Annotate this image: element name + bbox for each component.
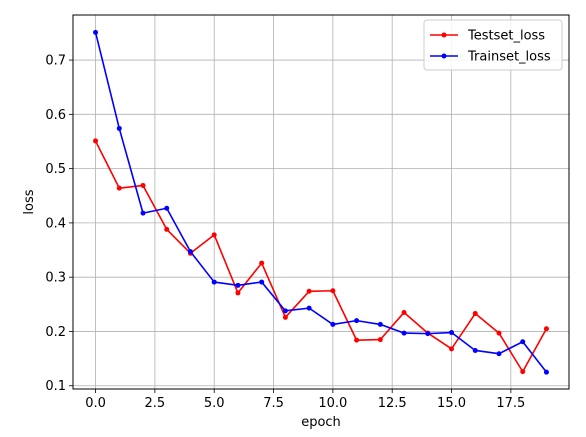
data-point-testset-loss [164,226,170,232]
data-point-testset-loss [211,232,217,238]
data-point-testset-loss [116,185,122,191]
series-layer [93,29,549,375]
data-point-testset-loss [543,326,549,332]
data-point-trainset-loss [354,318,360,324]
x-tick-label: 0.0 [85,396,106,411]
y-tick-label: 0.2 [45,325,66,340]
data-point-trainset-loss [116,125,122,131]
y-tick-label: 0.1 [45,379,66,394]
data-point-trainset-loss [306,305,312,311]
x-tick-label: 2.5 [145,396,166,411]
data-point-trainset-loss [401,330,407,336]
data-point-trainset-loss [235,282,241,288]
data-point-trainset-loss [140,210,146,216]
data-point-testset-loss [282,314,288,320]
data-point-testset-loss [377,337,383,343]
data-point-trainset-loss [164,205,170,211]
legend-marker-testset-loss [441,32,447,38]
data-point-trainset-loss [472,347,478,353]
x-tick-label: 17.5 [496,396,525,411]
plot-area [73,15,569,389]
data-point-trainset-loss [93,29,99,35]
x-tick-label: 5.0 [204,396,225,411]
data-point-trainset-loss [282,308,288,314]
series-line-trainset-loss [94,31,548,374]
data-point-trainset-loss [377,321,383,327]
data-point-testset-loss [472,311,478,317]
legend-label-trainset-loss: Trainset_loss [467,50,551,65]
plot-frame [72,14,570,390]
x-tick-label: 15.0 [437,396,466,411]
legend-label-testset-loss: Testset_loss [467,29,545,44]
data-point-testset-loss [401,309,407,315]
data-point-trainset-loss [425,331,431,337]
data-point-trainset-loss [259,279,265,285]
data-point-trainset-loss [543,369,549,375]
data-point-testset-loss [449,346,455,352]
data-point-trainset-loss [211,279,217,285]
data-point-trainset-loss [187,249,193,255]
y-axis-label: loss [22,189,37,214]
data-point-trainset-loss [330,321,336,327]
y-tick-label: 0.3 [45,271,66,286]
axis-ticks: 0.0 2.5 5.0 7.5 10.0 12.5 15.0 17.5 0.1 0.2 0.3 0.4… [45,54,525,411]
data-point-testset-loss [354,337,360,343]
legend-marker-trainset-loss [441,53,447,59]
legend: Testset_loss Trainset_loss [423,19,563,71]
data-point-testset-loss [235,290,241,296]
data-point-testset-loss [306,288,312,294]
data-point-testset-loss [496,330,502,336]
y-tick-label: 0.4 [45,216,66,231]
series-line-testset-loss [94,139,548,373]
x-axis-label: epoch [301,415,341,430]
y-tick-label: 0.7 [45,54,66,69]
grid-lines [73,15,569,389]
x-tick-label: 7.5 [263,396,284,411]
data-point-testset-loss [330,288,336,294]
data-point-testset-loss [140,182,146,188]
y-tick-label: 0.6 [45,108,66,123]
x-tick-label: 10.0 [318,396,347,411]
x-tick-label: 12.5 [378,396,407,411]
data-point-trainset-loss [449,330,455,336]
data-point-testset-loss [93,138,99,144]
y-tick-label: 0.5 [45,162,66,177]
data-point-trainset-loss [496,351,502,357]
data-point-trainset-loss [520,339,526,345]
data-point-testset-loss [259,260,265,266]
data-point-testset-loss [520,369,526,375]
legend-box [423,19,563,71]
